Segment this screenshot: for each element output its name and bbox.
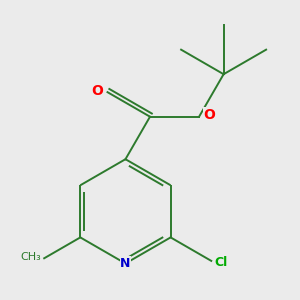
Text: N: N xyxy=(120,257,131,270)
Text: Cl: Cl xyxy=(214,256,228,269)
Text: O: O xyxy=(204,108,215,122)
Text: CH₃: CH₃ xyxy=(20,252,41,262)
Text: O: O xyxy=(91,84,103,98)
